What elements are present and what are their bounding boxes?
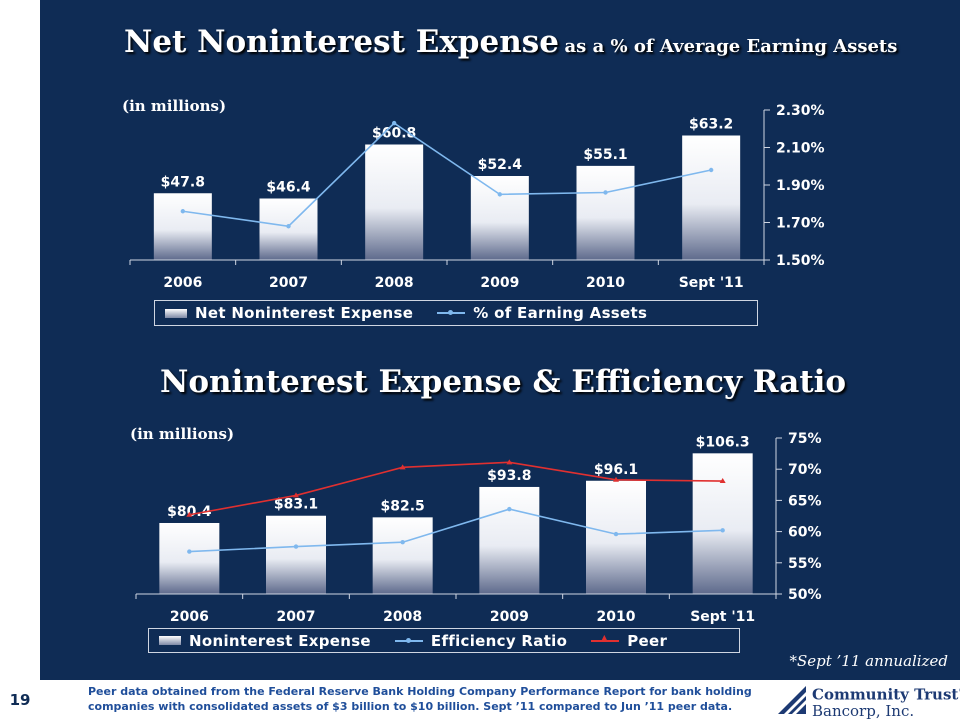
line-marker-icon [394,637,423,643]
chart2-legend-line: Efficiency Ratio [394,632,567,650]
chart2-series-line-1 [189,461,723,516]
chart1-unit-note: (in millions) [122,97,227,115]
chart1-bar-label: $63.2 [689,117,733,133]
chart2-legend-bar: Noninterest Expense [159,632,371,650]
chart2-peer-marker [506,459,513,465]
chart2-line-marker [613,531,619,537]
chart2-bar [159,522,220,594]
chart1-y2-tick-label: 1.70% [776,216,825,232]
chart2-peer-marker [613,476,619,482]
chart1-y2-tick-label: 2.30% [776,103,825,119]
chart1-category-label: 2008 [375,275,414,291]
chart1-category-label: Sept '11 [679,275,744,291]
chart2-line-marker [293,544,299,549]
chart1-title-main: Net Noninterest Expense [124,24,559,60]
annualized-note: *Sept ’11 annualized [789,652,948,670]
chart2-bar-label: $82.5 [381,498,425,514]
chart1-y2-tick-label: 2.10% [776,141,825,157]
chart2-bar [266,515,326,594]
chart1-line-marker [180,209,186,214]
footnote: Peer data obtained from the Federal Rese… [88,685,752,713]
chart1-bar-label: $46.4 [266,180,311,196]
chart1-bar [153,193,212,260]
line-marker-icon [437,310,466,315]
page-number: 19 [9,691,31,709]
chart2-line-marker [187,549,192,554]
chart2-legend-peer: Peer [591,632,667,650]
chart1-bar [576,165,635,260]
chart1-category-label: 2007 [269,275,308,291]
chart1-line-marker [286,224,291,229]
chart2-series-line-0 [189,508,723,553]
chart2-y2-tick-label: 70% [788,462,822,478]
chart2-category-label: 2008 [383,609,422,625]
chart1-category-label: 2009 [480,275,519,291]
chart1-line-marker [391,120,397,126]
chart1-bar [470,176,529,260]
chart2-line-marker [400,540,405,545]
chart2-bar-label: $93.8 [487,468,531,484]
chart2-line-marker [507,506,512,512]
chart2-bar [479,486,540,594]
chart1-bar-label: $55.1 [583,147,627,163]
chart2-peer-marker [293,492,299,498]
chart2-bar [586,480,646,594]
chart2-y2-tick-label: 60% [788,525,822,541]
chart2-peer-marker [399,464,406,470]
logo-text: Community Trust® Bancorp, Inc. [812,685,960,720]
chart1-bar [682,135,741,260]
chart1-title-sub: as a % of Average Earning Assets [564,36,898,57]
chart2-y2-tick-label: 65% [788,493,822,509]
chart1-bar-label: $47.8 [161,174,205,190]
chart2-category-label: Sept '11 [690,609,755,625]
chart2-y2-tick-label: 50% [788,587,822,603]
chart2-y2-tick-label: 55% [788,556,822,572]
chart2-category-label: 2009 [490,609,529,625]
chart2-bar [692,453,753,594]
chart2-legend: Noninterest Expense Efficiency Ratio Pee… [148,628,740,653]
chart1-series-line-0 [182,122,712,228]
chart2-unit-note: (in millions) [130,425,235,443]
chart2-bar-label: $96.1 [594,462,638,478]
chart1-category-label: 2010 [586,275,625,291]
chart1-category-label: 2006 [163,275,202,291]
chart2-y2-tick-label: 75% [788,431,822,447]
chart2-line-marker [720,528,725,533]
chart2-peer-marker [719,478,726,484]
chart2-bar [372,517,433,594]
chart2-title-main: Noninterest Expense & Efficiency Ratio [160,364,847,400]
chart1-y2-tick-label: 1.90% [776,178,825,194]
chart2-category-label: 2010 [597,609,636,625]
chart1-legend: Net Noninterest Expense % of Earning Ass… [154,300,758,326]
triangle-marker-icon [591,633,620,642]
bar-swatch-icon [159,636,181,645]
chart1-legend-line: % of Earning Assets [437,304,647,322]
bar-swatch-icon [165,308,187,318]
chart1-line-marker [708,167,714,173]
chart1-bar-label: $52.4 [478,157,523,173]
company-logo: Community Trust® Bancorp, Inc. [776,682,960,720]
chart1-title: Net Noninterest Expense as a % of Averag… [124,24,897,60]
chart1-line-marker [497,192,503,197]
chart1-bar-label: $60.8 [372,126,416,142]
chart2-title: Noninterest Expense & Efficiency Ratio [160,364,846,400]
bank-building-icon [778,686,806,714]
chart1-y2-tick-label: 1.50% [776,253,825,269]
chart1-legend-bar: Net Noninterest Expense [165,304,413,322]
chart2-category-label: 2007 [277,609,316,625]
chart1-line-marker [603,190,608,195]
chart1-bar [365,144,424,260]
chart2-bar-label: $83.1 [274,497,318,513]
chart2-bar-label: $106.3 [696,434,750,450]
chart2-category-label: 2006 [170,609,209,625]
chart2-peer-marker [186,511,193,517]
chart1-bar [259,198,318,260]
